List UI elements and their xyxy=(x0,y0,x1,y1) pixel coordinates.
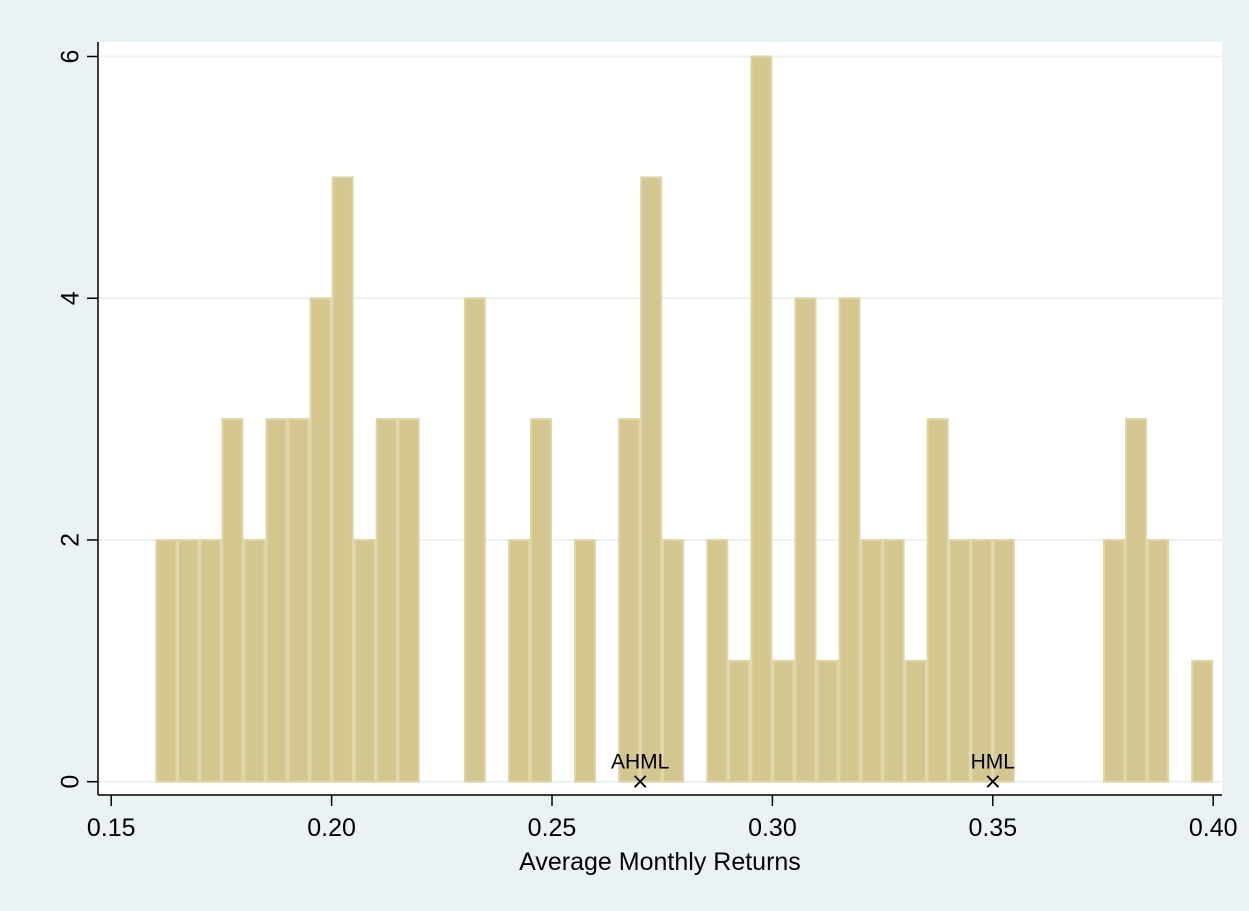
annotation-label: HML xyxy=(971,751,1015,774)
x-axis-title: Average Monthly Returns xyxy=(519,848,801,876)
histogram-bar xyxy=(926,418,949,783)
axes: 0 2 4 6 0.15 0.20 0.25 0.30 0.35 0.40 xyxy=(57,42,1238,842)
histogram-bar xyxy=(243,538,266,783)
histogram-bar xyxy=(507,538,530,783)
annotations: ×AHML×HML xyxy=(611,751,1015,795)
y-tick-label: 0 xyxy=(57,775,85,789)
histogram-bar xyxy=(860,538,883,783)
y-tick-label: 2 xyxy=(57,533,85,547)
histogram-bar xyxy=(309,297,332,783)
histogram-bar xyxy=(463,297,486,783)
histogram-bar xyxy=(353,538,376,783)
y-tick-label: 4 xyxy=(57,291,85,305)
histogram-bar xyxy=(221,418,244,783)
histogram-bar xyxy=(1102,538,1126,783)
histogram-bar xyxy=(750,55,773,783)
histogram-bar xyxy=(904,659,927,783)
histogram-bar xyxy=(662,538,685,783)
histogram-bar xyxy=(287,418,310,783)
histogram-bar xyxy=(1125,418,1148,783)
histogram-bar xyxy=(772,659,795,783)
histogram-bar xyxy=(331,176,354,783)
x-tick-label: 0.40 xyxy=(1189,814,1238,842)
histogram-bar xyxy=(706,538,729,783)
histogram-bar xyxy=(1191,659,1214,783)
histogram-bar xyxy=(155,538,178,783)
histogram-bar xyxy=(992,538,1015,783)
annotation-marker: × xyxy=(984,770,1002,795)
histogram-bar xyxy=(838,297,861,783)
histogram-bar xyxy=(1147,538,1170,783)
bars xyxy=(155,55,1214,783)
histogram-bar xyxy=(948,538,971,783)
x-tick-label: 0.15 xyxy=(87,814,136,842)
histogram-bar xyxy=(199,538,222,783)
histogram-bar xyxy=(728,659,751,783)
histogram-bar xyxy=(794,297,817,783)
histogram-bar xyxy=(618,418,641,783)
x-tick-label: 0.20 xyxy=(307,814,356,842)
histogram-bar xyxy=(640,176,663,783)
histogram-bar xyxy=(970,538,993,783)
x-tick-label: 0.30 xyxy=(748,814,797,842)
histogram-bar xyxy=(882,538,905,783)
histogram-bar xyxy=(397,418,420,783)
histogram-bar xyxy=(265,418,288,783)
y-tick-label: 6 xyxy=(57,50,85,64)
x-tick-label: 0.35 xyxy=(968,814,1017,842)
histogram-bar xyxy=(177,538,200,783)
annotation-label: AHML xyxy=(611,751,669,774)
x-tick-label: 0.25 xyxy=(528,814,577,842)
annotation-marker: × xyxy=(631,770,649,795)
histogram-bar xyxy=(375,418,398,783)
histogram-bar xyxy=(574,538,597,783)
histogram-bar xyxy=(529,418,553,783)
histogram-bar xyxy=(816,659,839,783)
